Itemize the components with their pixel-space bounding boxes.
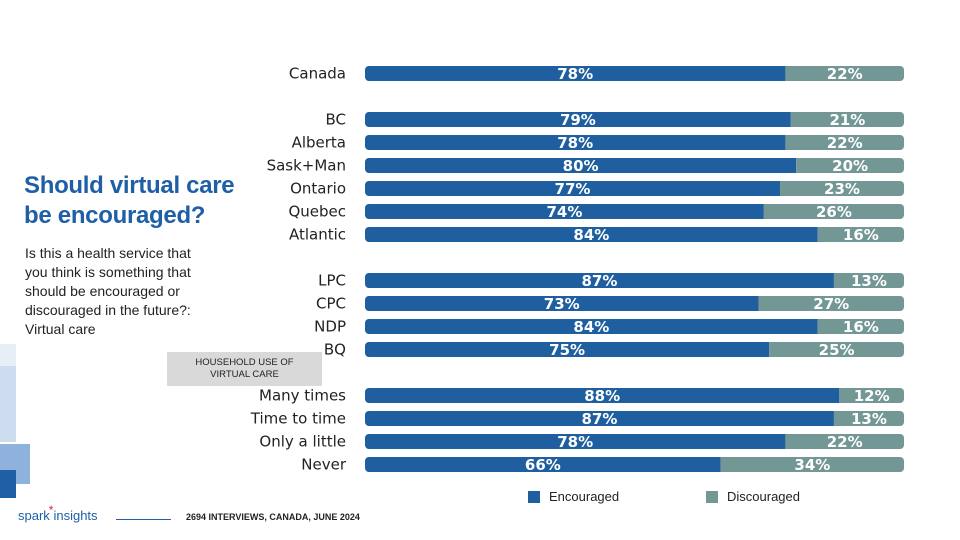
bar-value-discouraged-only-a-little: 22% — [827, 433, 863, 451]
decor-block-mid — [0, 366, 16, 442]
bar-encouraged-canada — [365, 66, 786, 81]
row-label-bq: BQ — [324, 341, 346, 359]
bar-value-discouraged-never: 34% — [794, 456, 830, 474]
bar-encouraged-quebec — [365, 204, 764, 219]
bar-value-encouraged-never: 66% — [525, 456, 561, 474]
bar-discouraged-quebec — [763, 204, 904, 219]
row-label-atlantic: Atlantic — [289, 226, 346, 244]
bar-encouraged-time-to-time — [365, 411, 834, 426]
row-label-sask-man: Sask+Man — [267, 157, 346, 175]
bar-encouraged-sask-man — [365, 158, 797, 173]
row-label-never: Never — [301, 456, 347, 474]
bar-value-discouraged-time-to-time: 13% — [851, 410, 887, 428]
row-label-cpc: CPC — [316, 295, 346, 313]
bar-value-encouraged-atlantic: 84% — [573, 226, 609, 244]
bar-discouraged-cpc — [758, 296, 904, 311]
bar-discouraged-sask-man — [796, 158, 904, 173]
bar-value-encouraged-ontario: 77% — [555, 180, 591, 198]
bar-encouraged-lpc — [365, 273, 834, 288]
bar-discouraged-ontario — [780, 181, 904, 196]
bar-value-encouraged-time-to-time: 87% — [582, 410, 618, 428]
bar-encouraged-cpc — [365, 296, 759, 311]
bar-value-encouraged-bc: 79% — [560, 111, 596, 129]
row-label-ndp: NDP — [314, 318, 346, 336]
page-title: Should virtual care be encouraged? — [24, 172, 235, 229]
bar-encouraged-bc — [365, 112, 791, 127]
bar-discouraged-only-a-little — [785, 434, 904, 449]
logo-underline — [116, 519, 171, 520]
bar-discouraged-atlantic — [817, 227, 904, 242]
bar-value-discouraged-many-times: 12% — [854, 387, 890, 405]
legend-swatch-discouraged — [706, 490, 718, 503]
row-label-ontario: Ontario — [290, 180, 346, 198]
row-label-quebec: Quebec — [288, 203, 346, 221]
bar-value-encouraged-canada: 78% — [557, 65, 593, 83]
decor-block-dark — [0, 470, 16, 498]
bar-discouraged-bc — [790, 112, 904, 127]
bar-encouraged-never — [365, 457, 721, 472]
bar-value-discouraged-quebec: 26% — [816, 203, 852, 221]
bar-discouraged-alberta — [785, 135, 904, 150]
bar-discouraged-bq — [769, 342, 904, 357]
question-text: Is this a health service that you think … — [25, 245, 191, 337]
bar-encouraged-bq — [365, 342, 770, 357]
bar-value-encouraged-sask-man: 80% — [563, 157, 599, 175]
bar-value-discouraged-sask-man: 20% — [832, 157, 868, 175]
household-use-label: HOUSEHOLD USE OF VIRTUAL CARE — [167, 352, 322, 386]
row-label-alberta: Alberta — [292, 134, 346, 152]
legend-discouraged: Discouraged — [706, 489, 800, 504]
legend-label-encouraged: Encouraged — [549, 489, 620, 504]
legend-encouraged: Encouraged — [528, 489, 619, 504]
bar-encouraged-ndp — [365, 319, 818, 334]
bar-value-encouraged-alberta: 78% — [557, 134, 593, 152]
spark-insights-logo: spark*insights — [18, 503, 98, 523]
bar-discouraged-time-to-time — [833, 411, 904, 426]
row-label-canada: Canada — [289, 65, 346, 83]
bar-value-encouraged-cpc: 73% — [544, 295, 580, 313]
bar-value-encouraged-only-a-little: 78% — [557, 433, 593, 451]
row-label-only-a-little: Only a little — [259, 433, 346, 451]
bar-value-encouraged-bq: 75% — [549, 341, 585, 359]
bar-value-discouraged-atlantic: 16% — [843, 226, 879, 244]
bar-discouraged-never — [720, 457, 904, 472]
sample-note: 2694 INTERVIEWS, CANADA, JUNE 2024 — [186, 512, 360, 522]
row-label-bc: BC — [325, 111, 346, 129]
bar-value-encouraged-quebec: 74% — [546, 203, 582, 221]
row-label-lpc: LPC — [318, 272, 346, 290]
bar-value-encouraged-many-times: 88% — [584, 387, 620, 405]
bar-encouraged-many-times — [365, 388, 840, 403]
bar-discouraged-ndp — [817, 319, 904, 334]
bar-encouraged-alberta — [365, 135, 786, 150]
bar-discouraged-lpc — [833, 273, 904, 288]
legend-swatch-encouraged — [528, 490, 540, 503]
bar-value-encouraged-lpc: 87% — [582, 272, 618, 290]
decor-block-light — [0, 344, 16, 366]
legend-label-discouraged: Discouraged — [727, 489, 800, 504]
bar-value-discouraged-cpc: 27% — [813, 295, 849, 313]
bar-encouraged-only-a-little — [365, 434, 786, 449]
row-label-time-to-time: Time to time — [250, 410, 346, 428]
bar-discouraged-canada — [785, 66, 904, 81]
bar-encouraged-atlantic — [365, 227, 818, 242]
bar-value-discouraged-canada: 22% — [827, 65, 863, 83]
bar-encouraged-ontario — [365, 181, 781, 196]
row-label-many-times: Many times — [259, 387, 346, 405]
bar-value-encouraged-ndp: 84% — [573, 318, 609, 336]
bar-value-discouraged-lpc: 13% — [851, 272, 887, 290]
bar-value-discouraged-bq: 25% — [819, 341, 855, 359]
bar-value-discouraged-ndp: 16% — [843, 318, 879, 336]
bar-value-discouraged-bc: 21% — [829, 111, 865, 129]
bar-value-discouraged-alberta: 22% — [827, 134, 863, 152]
bar-discouraged-many-times — [839, 388, 904, 403]
bar-value-discouraged-ontario: 23% — [824, 180, 860, 198]
